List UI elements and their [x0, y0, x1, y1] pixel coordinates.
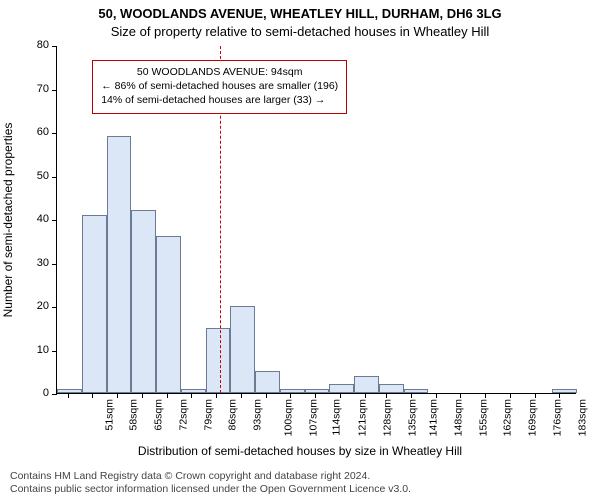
annotation-line-1: 50 WOODLANDS AVENUE: 94sqm: [101, 65, 338, 79]
histogram-bar: [57, 389, 82, 393]
x-tick-label: 79sqm: [202, 399, 214, 431]
footer-line-1: Contains HM Land Registry data © Crown c…: [10, 470, 411, 483]
y-tick-label: 60: [37, 126, 49, 138]
histogram-bar: [552, 389, 577, 393]
x-tick: [290, 393, 291, 398]
x-tick: [510, 393, 511, 398]
chart-title-sub: Size of property relative to semi-detach…: [0, 24, 600, 39]
x-tick-label: 155sqm: [477, 399, 489, 436]
x-tick: [386, 393, 387, 398]
y-tick-label: 30: [37, 257, 49, 269]
x-tick: [411, 393, 412, 398]
x-tick: [142, 393, 143, 398]
x-tick-label: 100sqm: [282, 399, 294, 436]
histogram-bar: [404, 389, 429, 393]
y-tick-label: 10: [37, 344, 49, 356]
x-tick: [559, 393, 560, 398]
x-tick: [485, 393, 486, 398]
annotation-line-2: ← 86% of semi-detached houses are smalle…: [101, 79, 338, 93]
histogram-bar: [354, 376, 379, 393]
histogram-bar: [82, 215, 107, 393]
x-tick-label: 135sqm: [406, 399, 418, 436]
x-tick: [216, 393, 217, 398]
x-tick: [266, 393, 267, 398]
x-tick: [460, 393, 461, 398]
x-tick-label: 169sqm: [526, 399, 538, 436]
histogram-bar: [255, 371, 280, 393]
x-tick: [117, 393, 118, 398]
x-tick: [92, 393, 93, 398]
x-tick-label: 51sqm: [103, 399, 115, 431]
histogram-bar: [181, 389, 206, 393]
y-tick-label: 80: [37, 39, 49, 51]
x-tick: [436, 393, 437, 398]
y-axis-label: Number of semi-detached properties: [1, 123, 15, 318]
footer-line-2: Contains public sector information licen…: [10, 483, 411, 496]
y-tick-label: 0: [43, 387, 49, 399]
x-tick-label: 176sqm: [551, 399, 563, 436]
x-tick-label: 107sqm: [307, 399, 319, 436]
histogram-bar: [131, 210, 156, 393]
x-tick: [191, 393, 192, 398]
histogram-bar: [107, 136, 132, 393]
histogram-bar: [230, 306, 255, 393]
x-tick: [315, 393, 316, 398]
y-tick-label: 20: [37, 300, 49, 312]
x-tick-label: 141sqm: [427, 399, 439, 436]
x-tick-label: 128sqm: [381, 399, 393, 436]
x-tick-label: 93sqm: [252, 399, 264, 431]
histogram-bar: [206, 328, 231, 393]
footer-attribution: Contains HM Land Registry data © Crown c…: [10, 470, 411, 496]
y-tick-label: 40: [37, 213, 49, 225]
y-tick-label: 50: [37, 170, 49, 182]
y-tick-label: 70: [37, 83, 49, 95]
x-tick-label: 65sqm: [153, 399, 165, 431]
chart-title-main: 50, WOODLANDS AVENUE, WHEATLEY HILL, DUR…: [0, 6, 600, 21]
x-tick-label: 86sqm: [227, 399, 239, 431]
x-tick-label: 72sqm: [177, 399, 189, 431]
x-axis-label: Distribution of semi-detached houses by …: [0, 444, 600, 458]
annotation-box: 50 WOODLANDS AVENUE: 94sqm← 86% of semi-…: [92, 60, 347, 114]
annotation-line-3: 14% of semi-detached houses are larger (…: [101, 93, 338, 107]
histogram-bar: [305, 389, 330, 393]
x-tick-label: 148sqm: [452, 399, 464, 436]
histogram-bar: [280, 389, 305, 393]
histogram-bar: [156, 236, 181, 393]
chart-container: 50, WOODLANDS AVENUE, WHEATLEY HILL, DUR…: [0, 0, 600, 500]
x-tick: [340, 393, 341, 398]
plot-area: 0102030405060708051sqm58sqm65sqm72sqm79s…: [56, 46, 576, 394]
x-tick: [241, 393, 242, 398]
x-tick: [365, 393, 366, 398]
x-tick-label: 121sqm: [357, 399, 369, 436]
histogram-bar: [379, 384, 404, 393]
x-tick: [68, 393, 69, 398]
x-tick: [167, 393, 168, 398]
x-tick-label: 58sqm: [128, 399, 140, 431]
x-tick: [535, 393, 536, 398]
histogram-bar: [329, 384, 354, 393]
x-tick-label: 183sqm: [576, 399, 588, 436]
x-tick-label: 162sqm: [502, 399, 514, 436]
x-tick-label: 114sqm: [331, 399, 343, 436]
